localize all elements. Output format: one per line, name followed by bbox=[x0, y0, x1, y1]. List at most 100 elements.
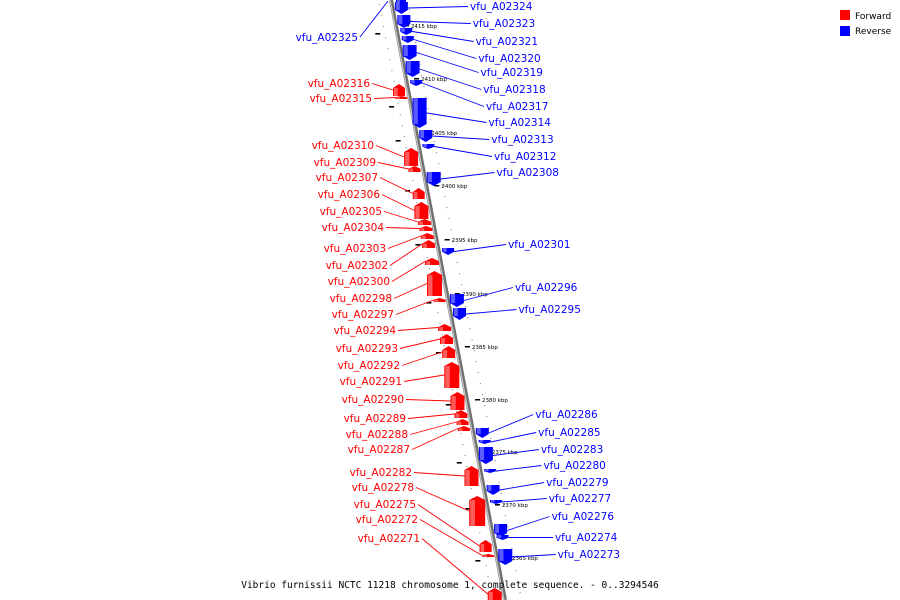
gene-vfu_A02296-glyph[interactable] bbox=[449, 294, 464, 307]
gene-vfu_A02302-label[interactable]: vfu_A02302 bbox=[326, 260, 388, 272]
gene-vfu_A02316-glyph[interactable] bbox=[393, 84, 405, 96]
gene-vfu_A02286-label[interactable]: vfu_A02286 bbox=[535, 409, 598, 421]
gene-vfu_A02305-label[interactable]: vfu_A02305 bbox=[320, 206, 382, 218]
gene-vfu_A02310-label[interactable]: vfu_A02310 bbox=[312, 140, 374, 152]
gene-vfu_A02295-glyph[interactable] bbox=[453, 308, 466, 320]
gene-vfu_A02301-glyph[interactable] bbox=[442, 248, 455, 255]
gene-vfu_A02305-glyph[interactable] bbox=[418, 219, 432, 225]
gene-vfu_A02273-glyph[interactable] bbox=[498, 549, 513, 565]
gene-vfu_A02289-glyph[interactable] bbox=[454, 410, 468, 418]
gene-vfu_A02317-glyph[interactable] bbox=[410, 80, 423, 86]
gene-vfu_A02314-glyph[interactable] bbox=[412, 98, 427, 128]
gene-vfu_A02288-glyph[interactable] bbox=[456, 419, 469, 425]
gene-vfu_A02318-label[interactable]: vfu_A02318 bbox=[483, 84, 545, 96]
gene-vfu_A02279-glyph[interactable] bbox=[486, 485, 500, 495]
gene-vfu_A02298-glyph[interactable] bbox=[427, 271, 442, 296]
gene-vfu_A02296-label[interactable]: vfu_A02296 bbox=[515, 282, 578, 294]
gene-vfu_A02297-glyph[interactable] bbox=[433, 298, 446, 302]
gene-vfu_A02323-label[interactable]: vfu_A02323 bbox=[473, 18, 535, 30]
gene-vfu_A02300-glyph[interactable] bbox=[425, 258, 439, 265]
gene-vfu_A02277-glyph[interactable] bbox=[490, 500, 502, 504]
gene-vfu_A02290-glyph[interactable] bbox=[450, 392, 465, 410]
gene-vfu_A02301-label[interactable]: vfu_A02301 bbox=[508, 239, 570, 251]
gene-vfu_A02312-glyph[interactable] bbox=[422, 144, 435, 149]
gene-vfu_A02292-label[interactable]: vfu_A02292 bbox=[338, 360, 400, 372]
gene-vfu_A02319-glyph[interactable] bbox=[402, 45, 417, 60]
gene-vfu_A02315-glyph[interactable] bbox=[395, 96, 408, 99]
gene-vfu_A02277-label[interactable]: vfu_A02277 bbox=[549, 493, 611, 505]
gene-vfu_A02290-label[interactable]: vfu_A02290 bbox=[342, 394, 404, 406]
gene-vfu_A02283-glyph[interactable] bbox=[478, 447, 493, 464]
gene-vfu_A02276-label[interactable]: vfu_A02276 bbox=[552, 511, 615, 523]
gene-vfu_A02313-glyph[interactable] bbox=[419, 130, 433, 142]
gene-vfu_A02317-label[interactable]: vfu_A02317 bbox=[486, 101, 548, 113]
gene-vfu_A02306-label[interactable]: vfu_A02306 bbox=[318, 189, 381, 201]
gene-vfu_A02300-label[interactable]: vfu_A02300 bbox=[328, 276, 390, 288]
gene-vfu_A02287-label[interactable]: vfu_A02287 bbox=[348, 444, 410, 456]
gene-vfu_A02271-label[interactable]: vfu_A02271 bbox=[358, 533, 420, 545]
gene-vfu_A02274-label[interactable]: vfu_A02274 bbox=[555, 532, 618, 544]
gene-vfu_A02283-label[interactable]: vfu_A02283 bbox=[541, 444, 603, 456]
gene-vfu_A02312-label[interactable]: vfu_A02312 bbox=[494, 151, 556, 163]
gene-vfu_A02323-glyph[interactable] bbox=[397, 15, 411, 28]
gene-vfu_A02287-glyph[interactable] bbox=[457, 426, 470, 432]
gene-vfu_A02321-label[interactable]: vfu_A02321 bbox=[476, 36, 538, 48]
gene-vfu_A02272-glyph[interactable] bbox=[482, 554, 495, 557]
gene-vfu_A02276-glyph[interactable] bbox=[494, 524, 508, 537]
gene-vfu_A02295-label[interactable]: vfu_A02295 bbox=[518, 304, 580, 316]
gene-vfu_A02309-label[interactable]: vfu_A02309 bbox=[314, 157, 376, 169]
gene-vfu_A02307-label[interactable]: vfu_A02307 bbox=[316, 172, 378, 184]
gene-vfu_A02279-label[interactable]: vfu_A02279 bbox=[546, 477, 608, 489]
gene-vfu_A02320-label[interactable]: vfu_A02320 bbox=[478, 53, 540, 65]
gene-vfu_A02314-label[interactable]: vfu_A02314 bbox=[489, 117, 552, 129]
gene-vfu_A02308-glyph[interactable] bbox=[426, 172, 441, 186]
gene-vfu_A02304-label[interactable]: vfu_A02304 bbox=[322, 222, 385, 234]
gene-vfu_A02282-glyph[interactable] bbox=[464, 466, 479, 486]
gene-vfu_A02318-glyph[interactable] bbox=[405, 61, 420, 77]
gene-vfu_A02271-glyph[interactable] bbox=[487, 588, 502, 600]
gene-vfu_A02288-label[interactable]: vfu_A02288 bbox=[346, 429, 408, 441]
gene-vfu_A02278-glyph[interactable] bbox=[469, 496, 486, 526]
gene-vfu_A02294-label[interactable]: vfu_A02294 bbox=[334, 325, 397, 337]
gene-vfu_A02306-glyph[interactable] bbox=[414, 202, 429, 219]
gene-vfu_A02307-glyph[interactable] bbox=[412, 188, 425, 199]
gene-vfu_A02303-label[interactable]: vfu_A02303 bbox=[324, 243, 386, 255]
gene-vfu_A02294-glyph[interactable] bbox=[438, 324, 452, 331]
gene-vfu_A02280-glyph[interactable] bbox=[484, 469, 497, 473]
gene-vfu_A02289-label[interactable]: vfu_A02289 bbox=[344, 413, 406, 425]
gene-vfu_A02325-label[interactable]: vfu_A02325 bbox=[296, 32, 358, 44]
gene-vfu_A02309-glyph[interactable] bbox=[408, 166, 421, 172]
gene-vfu_A02275-label[interactable]: vfu_A02275 bbox=[354, 499, 416, 511]
gene-vfu_A02282-label[interactable]: vfu_A02282 bbox=[350, 467, 412, 479]
gene-vfu_A02285-leader bbox=[490, 432, 537, 443]
gene-vfu_A02291-label[interactable]: vfu_A02291 bbox=[340, 376, 402, 388]
gene-vfu_A02292-glyph[interactable] bbox=[442, 346, 456, 358]
gene-vfu_A02273-label[interactable]: vfu_A02273 bbox=[558, 549, 620, 561]
gene-vfu_A02285-label[interactable]: vfu_A02285 bbox=[538, 427, 600, 439]
gene-vfu_A02308-label[interactable]: vfu_A02308 bbox=[497, 167, 559, 179]
gene-vfu_A02324-label[interactable]: vfu_A02324 bbox=[470, 1, 533, 13]
gene-vfu_A02313-label[interactable]: vfu_A02313 bbox=[491, 134, 553, 146]
gene-vfu_A02275-glyph[interactable] bbox=[479, 540, 492, 552]
gene-vfu_A02280-label[interactable]: vfu_A02280 bbox=[543, 460, 605, 472]
gene-vfu_A02304-glyph[interactable] bbox=[419, 226, 433, 232]
gene-vfu_A02291-glyph[interactable] bbox=[444, 362, 460, 388]
gene-vfu_A02324-glyph[interactable] bbox=[394, 2, 408, 14]
gene-vfu_A02272-label[interactable]: vfu_A02272 bbox=[356, 514, 418, 526]
gene-vfu_A02293-label[interactable]: vfu_A02293 bbox=[336, 343, 398, 355]
gene-vfu_A02310-glyph[interactable] bbox=[404, 148, 419, 166]
gene-vfu_A02297-label[interactable]: vfu_A02297 bbox=[332, 309, 394, 321]
gene-vfu_A02315-label[interactable]: vfu_A02315 bbox=[310, 93, 372, 105]
gene-vfu_A02319-label[interactable]: vfu_A02319 bbox=[481, 67, 543, 79]
gene-vfu_A02316-label[interactable]: vfu_A02316 bbox=[308, 78, 371, 90]
gene-vfu_A02302-glyph[interactable] bbox=[422, 240, 436, 248]
gene-vfu_A02298-label[interactable]: vfu_A02298 bbox=[330, 293, 392, 305]
gene-vfu_A02274-glyph[interactable] bbox=[496, 535, 509, 540]
gene-vfu_A02286-glyph[interactable] bbox=[475, 428, 489, 438]
gene-vfu_A02303-glyph[interactable] bbox=[420, 233, 434, 239]
gene-vfu_A02321-glyph[interactable] bbox=[400, 28, 413, 35]
gene-vfu_A02320-glyph[interactable] bbox=[401, 36, 414, 43]
gene-vfu_A02285-glyph[interactable] bbox=[478, 440, 491, 444]
gene-vfu_A02278-label[interactable]: vfu_A02278 bbox=[352, 482, 414, 494]
gene-vfu_A02293-glyph[interactable] bbox=[440, 334, 453, 344]
